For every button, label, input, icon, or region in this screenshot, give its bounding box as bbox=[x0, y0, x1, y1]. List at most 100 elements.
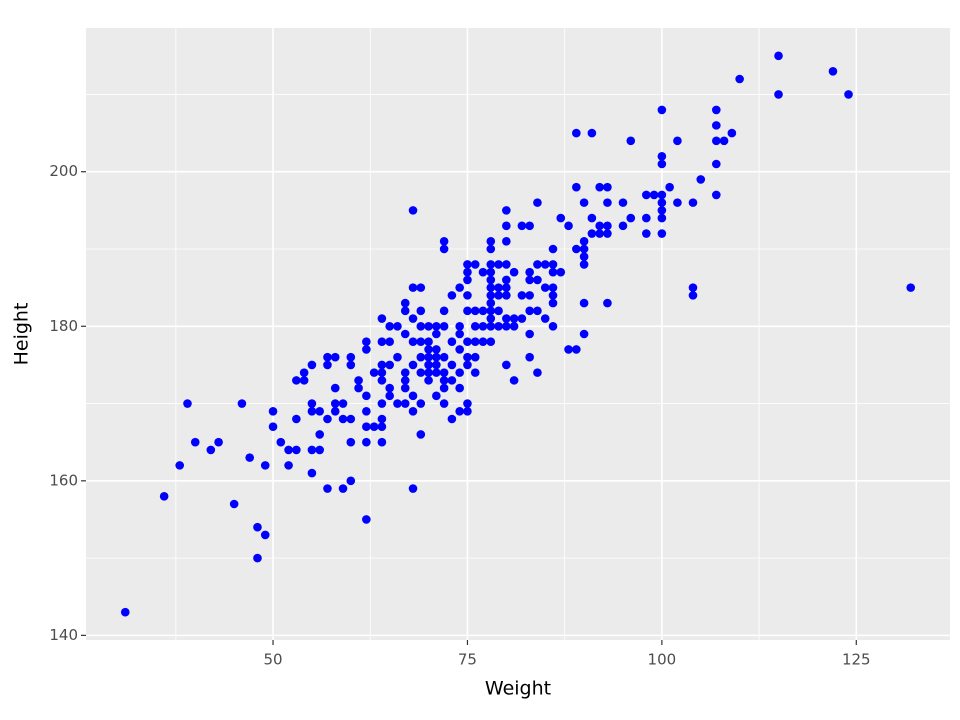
point bbox=[517, 314, 527, 323]
point bbox=[424, 321, 433, 331]
point bbox=[323, 484, 332, 493]
point bbox=[486, 275, 496, 285]
point bbox=[548, 321, 558, 331]
point bbox=[338, 399, 348, 408]
point bbox=[400, 383, 410, 393]
point bbox=[377, 314, 387, 323]
point bbox=[369, 368, 379, 377]
point bbox=[416, 306, 426, 316]
point bbox=[595, 221, 604, 231]
point bbox=[486, 314, 496, 323]
y-tick-label: 200 bbox=[49, 162, 78, 180]
point bbox=[478, 321, 488, 331]
point bbox=[330, 352, 340, 362]
point bbox=[478, 267, 488, 277]
point bbox=[408, 391, 418, 401]
point bbox=[463, 399, 472, 408]
point bbox=[260, 530, 270, 540]
point bbox=[463, 406, 472, 416]
point bbox=[253, 522, 262, 532]
point bbox=[533, 275, 542, 285]
point bbox=[439, 376, 449, 385]
point bbox=[533, 368, 542, 377]
point bbox=[587, 229, 597, 238]
point bbox=[455, 368, 464, 377]
point bbox=[486, 260, 496, 269]
point bbox=[120, 607, 130, 617]
point bbox=[502, 236, 511, 246]
point bbox=[525, 329, 534, 339]
point bbox=[657, 213, 667, 223]
point bbox=[307, 468, 317, 478]
point bbox=[369, 422, 379, 432]
point bbox=[214, 437, 223, 447]
point bbox=[463, 337, 472, 347]
point bbox=[400, 298, 410, 308]
point bbox=[502, 360, 511, 370]
point bbox=[408, 206, 418, 215]
point bbox=[548, 267, 558, 277]
point bbox=[455, 283, 464, 292]
point bbox=[330, 399, 340, 408]
point bbox=[509, 314, 519, 323]
point bbox=[408, 337, 418, 347]
point bbox=[712, 136, 721, 146]
point bbox=[712, 105, 721, 115]
point bbox=[377, 399, 387, 408]
point bbox=[408, 283, 418, 292]
point bbox=[416, 321, 426, 331]
point bbox=[432, 352, 441, 362]
point bbox=[494, 260, 503, 269]
point bbox=[439, 383, 449, 393]
point bbox=[572, 128, 581, 138]
point bbox=[385, 383, 394, 393]
x-tick-label: 100 bbox=[648, 651, 677, 669]
point bbox=[424, 352, 433, 362]
point bbox=[486, 236, 496, 246]
point bbox=[470, 352, 480, 362]
point bbox=[284, 445, 293, 455]
point bbox=[486, 337, 496, 347]
point bbox=[439, 321, 449, 331]
point bbox=[416, 352, 426, 362]
point bbox=[447, 360, 457, 370]
point bbox=[470, 306, 480, 316]
point bbox=[284, 461, 293, 470]
point bbox=[400, 368, 410, 377]
point bbox=[385, 391, 394, 401]
point bbox=[486, 321, 496, 331]
point bbox=[626, 213, 636, 223]
point bbox=[292, 445, 301, 455]
point bbox=[447, 337, 457, 347]
point bbox=[330, 406, 340, 416]
point bbox=[540, 283, 550, 292]
point bbox=[362, 391, 371, 401]
point bbox=[486, 267, 496, 277]
point bbox=[603, 221, 612, 231]
point bbox=[424, 376, 433, 385]
point bbox=[579, 198, 589, 207]
point bbox=[463, 360, 472, 370]
point bbox=[517, 291, 527, 300]
point bbox=[385, 360, 394, 370]
point bbox=[626, 136, 636, 146]
point bbox=[292, 376, 301, 385]
point bbox=[642, 190, 651, 200]
point bbox=[338, 484, 348, 493]
point bbox=[416, 368, 426, 377]
point bbox=[362, 337, 371, 347]
point bbox=[494, 321, 503, 331]
x-tick-label: 125 bbox=[842, 651, 871, 669]
point bbox=[595, 229, 604, 238]
point bbox=[432, 391, 441, 401]
point bbox=[439, 399, 449, 408]
point bbox=[712, 190, 721, 200]
point bbox=[525, 306, 534, 316]
point bbox=[572, 345, 581, 354]
point bbox=[579, 329, 589, 339]
point bbox=[502, 314, 511, 323]
point bbox=[478, 337, 488, 347]
point bbox=[354, 376, 363, 385]
point bbox=[642, 213, 651, 223]
y-tick-label: 140 bbox=[49, 626, 78, 644]
